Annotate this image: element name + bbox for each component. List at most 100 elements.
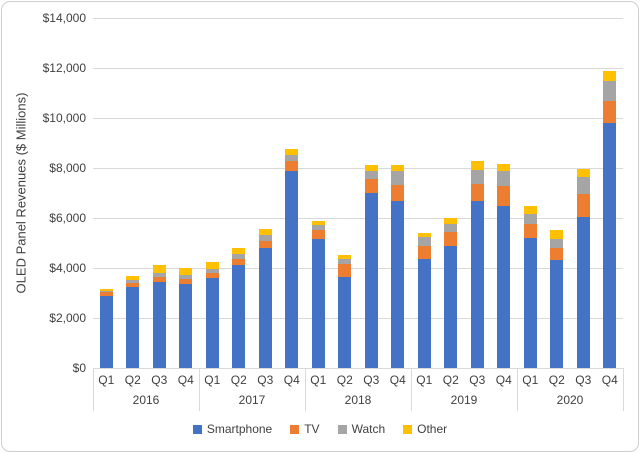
legend-swatch-tv — [290, 424, 300, 434]
bar-segment-smartphone-2020-Q3 — [577, 217, 590, 368]
bar-segment-tv-2017-Q1 — [206, 273, 219, 278]
bar-segment-smartphone-2018-Q1 — [312, 239, 325, 368]
bar-segment-smartphone-2016-Q3 — [153, 282, 166, 368]
bar-segment-other-2020-Q2 — [550, 230, 563, 239]
bar-segment-watch-2020-Q1 — [524, 214, 537, 224]
bar-segment-other-2018-Q2 — [338, 255, 351, 259]
legend-swatch-watch — [337, 424, 347, 434]
bar-segment-smartphone-2020-Q4 — [603, 123, 616, 368]
x-tick-quarter: Q3 — [257, 373, 274, 387]
x-tick-quarter: Q4 — [283, 373, 300, 387]
x-tick-quarter: Q2 — [336, 373, 353, 387]
bar-segment-tv-2016-Q3 — [153, 277, 166, 282]
bar-segment-watch-2017-Q4 — [285, 155, 298, 161]
bar-segment-other-2019-Q1 — [418, 233, 431, 237]
legend-item-tv: TV — [290, 422, 320, 436]
bar-segment-watch-2018-Q2 — [338, 259, 351, 264]
y-tick-label: $2,000 — [49, 311, 86, 325]
category-divider — [623, 368, 624, 411]
bar-segment-watch-2020-Q4 — [603, 81, 616, 101]
bar-segment-smartphone-2018-Q4 — [391, 201, 404, 368]
legend-item-other: Other — [403, 422, 447, 436]
y-tick-label: $10,000 — [42, 111, 86, 125]
bar-segment-tv-2017-Q4 — [285, 161, 298, 171]
bar-segment-smartphone-2018-Q2 — [338, 277, 351, 368]
bar-segment-watch-2016-Q2 — [126, 280, 139, 283]
x-tick-quarter: Q3 — [469, 373, 486, 387]
bar-segment-tv-2018-Q3 — [365, 179, 378, 193]
bar-segment-other-2018-Q3 — [365, 165, 378, 171]
bar-segment-watch-2020-Q3 — [577, 177, 590, 194]
gridline-12000 — [93, 68, 623, 69]
bar-segment-tv-2016-Q1 — [100, 292, 113, 296]
y-tick-label: $6,000 — [49, 211, 86, 225]
bar-segment-other-2020-Q1 — [524, 206, 537, 214]
x-tick-year: 2018 — [344, 393, 372, 407]
bar-segment-tv-2020-Q4 — [603, 101, 616, 123]
x-tick-year: 2020 — [556, 393, 584, 407]
bar-segment-tv-2019-Q3 — [471, 184, 484, 201]
bar-segment-tv-2020-Q3 — [577, 194, 590, 217]
y-tick-label: $14,000 — [42, 11, 86, 25]
bar-segment-watch-2018-Q4 — [391, 171, 404, 185]
gridline-6000 — [93, 218, 623, 219]
bar-segment-smartphone-2017-Q1 — [206, 278, 219, 368]
bar-segment-watch-2016-Q3 — [153, 273, 166, 277]
bar-segment-watch-2017-Q3 — [259, 235, 272, 241]
bar-segment-other-2017-Q2 — [232, 248, 245, 254]
bar-segment-smartphone-2016-Q4 — [179, 284, 192, 368]
bar-segment-smartphone-2020-Q2 — [550, 260, 563, 368]
bar-segment-smartphone-2020-Q1 — [524, 238, 537, 368]
bar-segment-other-2020-Q4 — [603, 71, 616, 81]
bar-segment-watch-2017-Q1 — [206, 269, 219, 273]
bar-segment-tv-2019-Q1 — [418, 246, 431, 259]
bar-segment-smartphone-2016-Q2 — [126, 287, 139, 368]
y-tick-label: $8,000 — [49, 161, 86, 175]
bar-segment-tv-2020-Q2 — [550, 248, 563, 260]
category-divider — [411, 368, 412, 411]
bar-segment-tv-2016-Q4 — [179, 279, 192, 284]
bar-segment-other-2019-Q2 — [444, 218, 457, 224]
x-tick-quarter: Q4 — [601, 373, 618, 387]
bar-segment-other-2017-Q1 — [206, 262, 219, 269]
bar-segment-watch-2017-Q2 — [232, 254, 245, 259]
bar-segment-watch-2020-Q2 — [550, 239, 563, 248]
gridline-2000 — [93, 318, 623, 319]
bar-segment-other-2016-Q3 — [153, 265, 166, 273]
legend-swatch-other — [403, 424, 413, 434]
bar-segment-watch-2016-Q4 — [179, 275, 192, 279]
x-tick-quarter: Q4 — [177, 373, 194, 387]
bar-segment-smartphone-2017-Q2 — [232, 265, 245, 368]
x-tick-quarter: Q2 — [124, 373, 141, 387]
category-divider — [93, 368, 94, 411]
legend-label: Smartphone — [206, 422, 273, 436]
y-tick-label: $12,000 — [42, 61, 86, 75]
x-tick-quarter: Q3 — [363, 373, 380, 387]
x-tick-quarter: Q1 — [98, 373, 115, 387]
bar-segment-other-2020-Q3 — [577, 169, 590, 177]
legend-item-watch: Watch — [337, 422, 386, 436]
bar-segment-watch-2016-Q1 — [100, 291, 113, 292]
x-tick-quarter: Q1 — [310, 373, 327, 387]
bar-segment-smartphone-2019-Q1 — [418, 259, 431, 368]
bar-segment-watch-2019-Q2 — [444, 224, 457, 232]
legend: Smartphone TV Watch Other — [0, 422, 640, 436]
legend-item-smartphone: Smartphone — [192, 422, 273, 436]
bar-segment-smartphone-2019-Q2 — [444, 246, 457, 368]
legend-swatch-smartphone — [192, 424, 202, 434]
bar-segment-tv-2019-Q4 — [497, 186, 510, 206]
bar-segment-smartphone-2016-Q1 — [100, 296, 113, 368]
bar-segment-watch-2019-Q4 — [497, 171, 510, 186]
gridline-0 — [93, 368, 623, 369]
bar-segment-other-2018-Q4 — [391, 165, 404, 171]
legend-label: Watch — [351, 422, 386, 436]
bar-segment-watch-2018-Q3 — [365, 171, 378, 179]
bar-segment-watch-2019-Q1 — [418, 237, 431, 246]
x-tick-year: 2017 — [238, 393, 266, 407]
bar-segment-smartphone-2017-Q4 — [285, 171, 298, 368]
legend-label: Other — [417, 422, 448, 436]
bar-segment-tv-2018-Q2 — [338, 264, 351, 277]
x-tick-quarter: Q1 — [416, 373, 433, 387]
bar-segment-other-2019-Q4 — [497, 164, 510, 171]
x-tick-quarter: Q2 — [548, 373, 565, 387]
